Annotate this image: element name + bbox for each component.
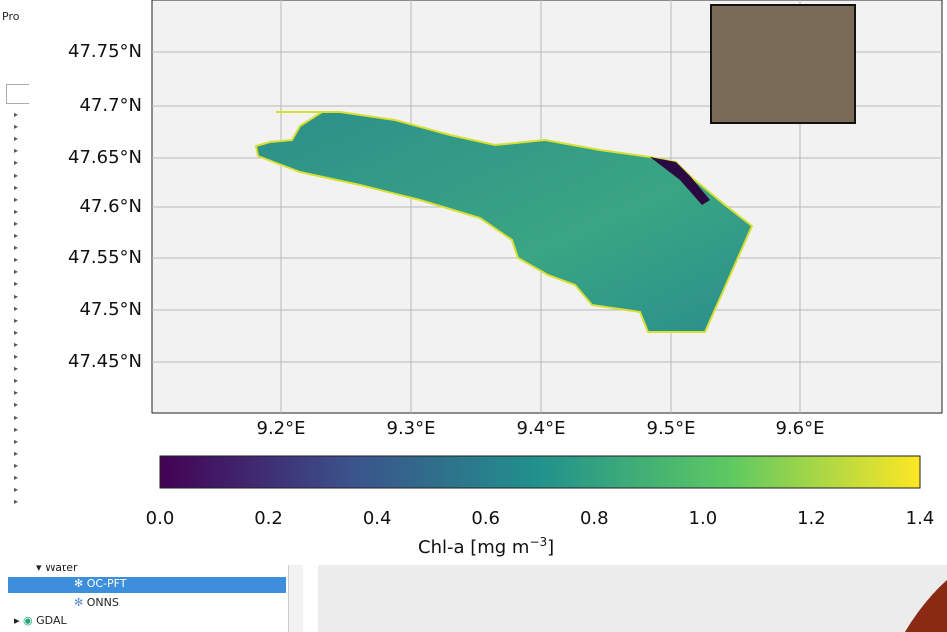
tree-arrow: ▸ xyxy=(14,485,18,494)
tree-arrow: ▸ xyxy=(14,255,18,264)
x-tick-label: 9.2°E xyxy=(241,418,321,439)
colorbar-tick-label: 0.4 xyxy=(347,508,407,529)
y-tick-label: 47.6°N xyxy=(30,196,142,217)
map-plot xyxy=(30,0,947,565)
colorbar-label: Chl-a [mg m−3] xyxy=(418,535,554,558)
tree-arrow: ▸ xyxy=(14,352,18,361)
tree-label: ONNS xyxy=(87,596,119,609)
tree-item-selected[interactable]: ✻ OC-PFT xyxy=(8,577,286,593)
tree-arrow: ▸ xyxy=(14,219,18,228)
tree-arrow: ▸ xyxy=(14,146,18,155)
tree-arrow: ▸ xyxy=(14,425,18,434)
tree-arrow: ▸ xyxy=(14,122,18,131)
tree-arrow: ▸ xyxy=(14,243,18,252)
x-tick-label: 9.5°E xyxy=(631,418,711,439)
x-tick-label: 9.6°E xyxy=(760,418,840,439)
scrollbar[interactable] xyxy=(288,565,303,632)
label-exponent: −3 xyxy=(529,535,547,549)
inset-photo xyxy=(711,5,855,123)
panel-header: Pro xyxy=(2,10,19,23)
tree-arrow: ▸ xyxy=(14,171,18,180)
y-tick-label: 47.7°N xyxy=(30,95,142,116)
x-tick-label: 9.4°E xyxy=(501,418,581,439)
figure: 47.75°N 47.7°N 47.65°N 47.6°N 47.55°N 47.5°N 4… xyxy=(30,0,947,565)
tree-arrow: ▸ xyxy=(14,461,18,470)
tree-arrow: ▸ xyxy=(14,449,18,458)
colorbar xyxy=(160,456,920,488)
tree-arrow: ▸ xyxy=(14,134,18,143)
colorbar-tick-label: 0.0 xyxy=(130,508,190,529)
tree-arrow: ▸ xyxy=(14,110,18,119)
tree-arrow: ▸ xyxy=(14,231,18,240)
tree-arrow: ▸ xyxy=(14,267,18,276)
y-tick-label: 47.45°N xyxy=(30,351,142,372)
tree-arrow: ▸ xyxy=(14,376,18,385)
tree-arrow: ▸ xyxy=(14,400,18,409)
colorbar-tick-label: 1.2 xyxy=(781,508,841,529)
search-box[interactable] xyxy=(6,84,29,104)
background-map xyxy=(880,570,947,632)
colorbar-tick-label: 1.0 xyxy=(673,508,733,529)
tree-label: OC-PFT xyxy=(87,577,127,590)
tree-arrow: ▸ xyxy=(14,388,18,397)
tree-arrow: ▸ xyxy=(14,328,18,337)
tree-arrow: ▸ xyxy=(14,364,18,373)
tree-arrow: ▸ xyxy=(14,473,18,482)
colorbar-tick-label: 0.2 xyxy=(239,508,299,529)
y-tick-label: 47.55°N xyxy=(30,247,142,268)
tree-arrow: ▸ xyxy=(14,195,18,204)
tree-arrow: ▸ xyxy=(14,497,18,506)
y-tick-label: 47.5°N xyxy=(30,299,142,320)
tree-arrow: ▸ xyxy=(14,279,18,288)
y-tick-label: 47.65°N xyxy=(30,147,142,168)
page: Pro ▸▸▸▸▸▸▸▸▸▸▸▸▸▸▸▸▸▸▸▸▸▸▸▸▸▸▸▸▸▸▸▸▸ ▾ … xyxy=(0,0,947,632)
tree-arrow: ▸ xyxy=(14,183,18,192)
tree-item[interactable]: ✻ ONNS xyxy=(74,596,119,609)
tree-group[interactable]: ▸ ◉ GDAL xyxy=(14,614,67,627)
tree-arrow: ▸ xyxy=(14,437,18,446)
tree-arrow: ▸ xyxy=(14,158,18,167)
tree-arrow: ▸ xyxy=(14,304,18,313)
colorbar-tick-label: 0.6 xyxy=(456,508,516,529)
label-text: Chl-a [mg m xyxy=(418,537,529,558)
colorbar-tick-label: 0.8 xyxy=(564,508,624,529)
tree-arrow: ▸ xyxy=(14,292,18,301)
label-text: ] xyxy=(547,537,554,558)
tree-arrow: ▸ xyxy=(14,316,18,325)
tree-arrow: ▸ xyxy=(14,413,18,422)
tree-arrow: ▸ xyxy=(14,207,18,216)
x-tick-label: 9.3°E xyxy=(371,418,451,439)
tree-label: GDAL xyxy=(36,614,66,627)
colorbar-tick-label: 1.4 xyxy=(890,508,947,529)
y-tick-label: 47.75°N xyxy=(30,41,142,62)
tree-arrow: ▸ xyxy=(14,340,18,349)
